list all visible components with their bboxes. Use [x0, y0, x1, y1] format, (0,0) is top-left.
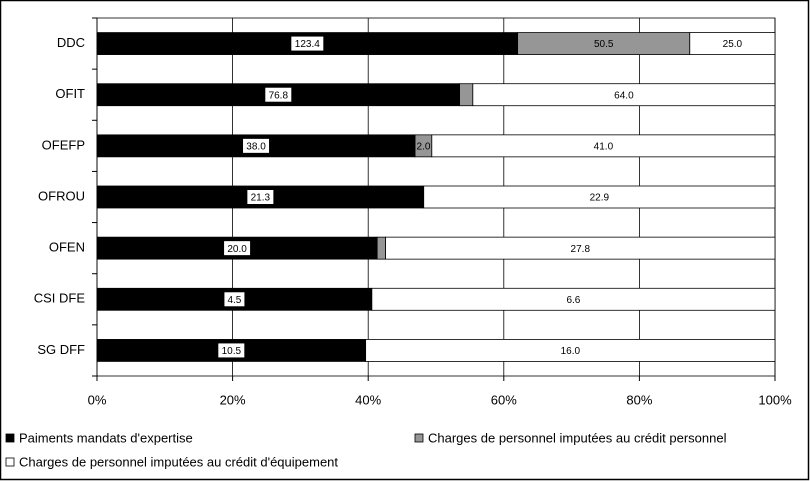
- data-label: 2.0: [416, 141, 430, 152]
- label-box: [247, 190, 274, 204]
- label-box: [243, 138, 270, 153]
- legend-label: Charges de personnel imputées au crédit …: [428, 430, 727, 445]
- label-box: [291, 36, 324, 51]
- bar-segment: [423, 185, 776, 209]
- data-label: 64.0: [614, 90, 634, 101]
- x-tick-label: 80%: [626, 392, 652, 407]
- bar-segment: [431, 134, 776, 158]
- data-label: 38.0: [246, 141, 266, 152]
- bar-segment: [472, 83, 776, 107]
- data-label: 10.5: [222, 346, 242, 357]
- y-tick-label: CSI DFE: [34, 291, 86, 306]
- y-tick-label: DDC: [57, 35, 85, 50]
- data-label: 41.0: [594, 141, 614, 152]
- bar-segment: [689, 32, 776, 55]
- y-tick-label: OFIT: [55, 86, 85, 101]
- label-box: [224, 241, 251, 256]
- y-tick-label: OFROU: [38, 188, 85, 203]
- data-label: 21.3: [251, 193, 271, 204]
- label-box: [265, 87, 292, 102]
- data-label: 50.5: [594, 39, 614, 50]
- label-box: [218, 343, 245, 358]
- data-label: 76.8: [269, 90, 289, 101]
- legend-swatch: [5, 433, 15, 443]
- data-label: 20.0: [227, 244, 247, 255]
- data-label: 27.8: [571, 244, 591, 255]
- bar-segment: [459, 83, 474, 107]
- y-tick-label: SG DFF: [37, 342, 85, 357]
- x-tick-label: 0%: [88, 392, 107, 407]
- label-box: [224, 292, 245, 307]
- data-label: 123.4: [295, 39, 320, 50]
- legend-swatch: [414, 433, 424, 443]
- y-tick-label: OFEFP: [42, 137, 85, 152]
- x-tick-label: 100%: [758, 392, 792, 407]
- x-tick-label: 40%: [355, 392, 381, 407]
- data-label: 6.6: [566, 295, 580, 306]
- bar-segment: [376, 236, 386, 260]
- bar-segment: [365, 339, 776, 362]
- legend-swatch: [5, 457, 15, 467]
- data-label: 16.0: [561, 346, 581, 357]
- x-tick-label: 60%: [491, 392, 517, 407]
- data-label: 22.9: [590, 193, 610, 204]
- y-tick-label: OFEN: [49, 240, 85, 255]
- x-tick-label: 20%: [220, 392, 246, 407]
- bar-segment: [371, 287, 776, 311]
- bar-segment: [385, 236, 776, 260]
- legend-label: Paiments mandats d'expertise: [19, 430, 193, 445]
- legend-label: Charges de personnel imputées au crédit …: [19, 454, 338, 469]
- data-label: 4.5: [227, 295, 241, 306]
- data-label: 25.0: [723, 39, 743, 50]
